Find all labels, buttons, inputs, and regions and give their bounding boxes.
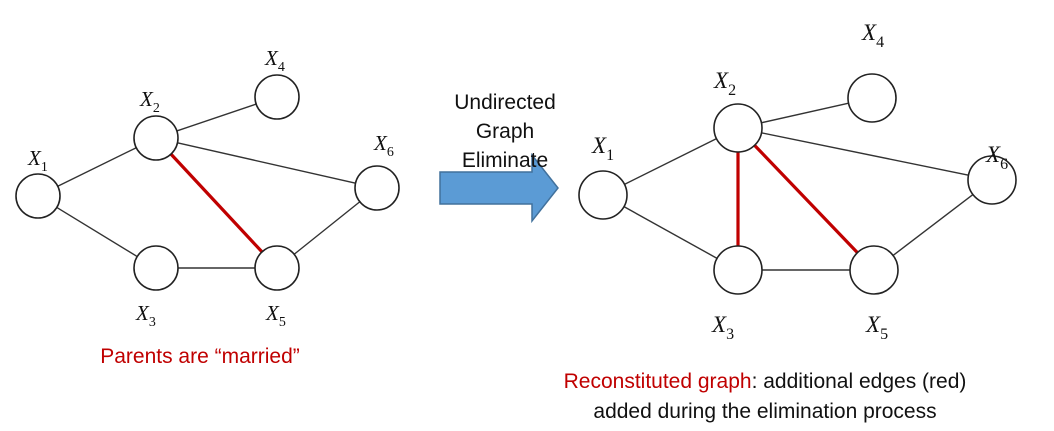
node-label-x5: X5 [265, 301, 286, 330]
node-label-x3: X3 [135, 301, 156, 330]
node-x1 [15, 173, 61, 219]
edge-x1-x2 [57, 147, 137, 187]
node-label-x1: X1 [27, 146, 48, 175]
edge-x2-x6 [761, 132, 969, 176]
right-caption-line-2: added during the elimination process [593, 400, 937, 423]
node-x5 [254, 245, 300, 291]
node-label-x4: X4 [861, 20, 884, 51]
node-x5 [849, 245, 899, 295]
node-x2 [133, 115, 179, 161]
right-caption-line-1: Reconstituted graph: additional edges (r… [505, 367, 1025, 397]
edge-x2-x4 [176, 103, 257, 132]
edge-x5-x6 [892, 193, 974, 257]
node-label-x2: X2 [713, 68, 736, 99]
edge-x2-x4 [761, 102, 849, 124]
node-x6 [967, 155, 1017, 205]
node-x3 [133, 245, 179, 291]
edge-x1-x2 [624, 138, 717, 185]
arrow-label-line-1: Undirected [454, 91, 556, 114]
right-arrow-icon [439, 152, 559, 224]
node-label-x1: X1 [591, 133, 614, 164]
node-x2 [713, 103, 763, 153]
added-edge-x2-x5 [753, 144, 859, 254]
node-label-x4: X4 [264, 46, 285, 75]
node-label-x2: X2 [139, 87, 160, 116]
right-graph: X1 X2 X3 X4 X5 X6 [578, 20, 1017, 343]
left-graph: X1 X2 X3 X4 X5 X6 [15, 46, 400, 330]
node-label-x5: X5 [865, 312, 888, 343]
node-label-x6: X6 [985, 142, 1008, 173]
edge-x5-x6 [293, 201, 361, 255]
edge-x1-x3 [56, 206, 138, 258]
node-x6 [354, 165, 400, 211]
node-label-x6: X6 [373, 131, 394, 160]
right-caption: Reconstituted graph: additional edges (r… [505, 367, 1025, 427]
node-x4 [254, 74, 300, 120]
arrow-label-line-3: Eliminate [461, 149, 549, 172]
node-x4 [847, 73, 897, 123]
edge-x2-x6 [177, 142, 356, 184]
edge-x1-x3 [623, 206, 718, 259]
node-label-x3: X3 [711, 312, 734, 343]
node-x1 [578, 170, 628, 220]
right-caption-highlight: Reconstituted graph [563, 370, 752, 393]
left-caption: Parents are “married” [100, 345, 300, 368]
node-x3 [713, 245, 763, 295]
arrow-label: Undirected Graph Eliminate [440, 88, 570, 175]
right-caption-rest: : additional edges (red) [751, 370, 967, 393]
added-edge-x2-x5 [169, 153, 264, 253]
arrow-label-line-2: Graph [475, 120, 535, 143]
